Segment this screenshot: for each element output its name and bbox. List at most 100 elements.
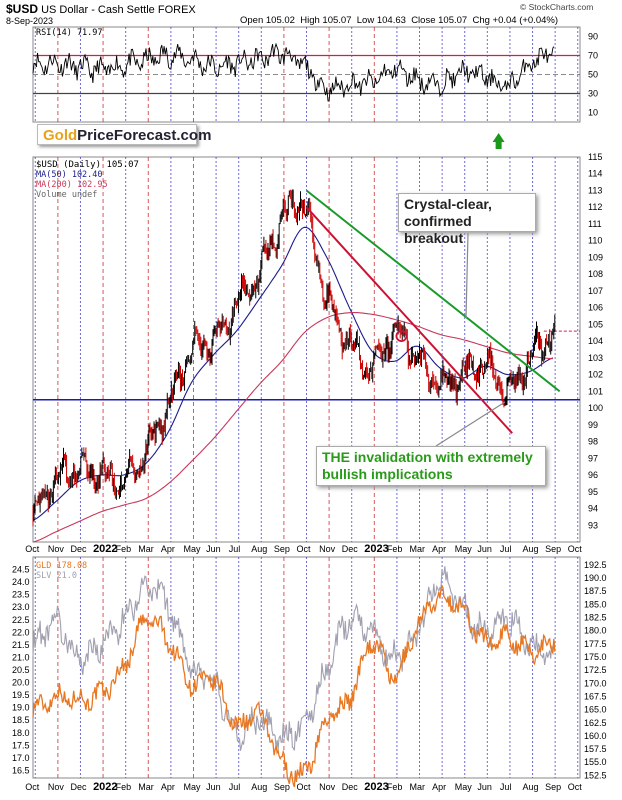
price-tick-label: 115 (588, 152, 602, 162)
slv-tick-label: 19.5 (12, 690, 30, 700)
gld-tick-label: 182.5 (584, 613, 607, 623)
price-x-tick-label: Apr (161, 544, 175, 554)
high-label: High (300, 15, 320, 26)
price-x-tick-label: Nov (48, 544, 65, 554)
rsi-tick-label: 30 (588, 89, 598, 99)
close-label: Close (411, 15, 436, 26)
ma50-legend: MA(50) 102.40 (36, 170, 103, 180)
metals-x-tick-label: Mar (410, 782, 426, 792)
price-legend: $USD (Daily) 105.07 MA(50) 102.40 MA(200… (36, 160, 139, 200)
gld-tick-label: 170.0 (584, 678, 607, 688)
metals-x-tick-label: Nov (319, 782, 336, 792)
red-trendline (305, 206, 513, 434)
metals-x-tick-label: May (183, 782, 201, 792)
gld-tick-label: 192.5 (584, 560, 607, 570)
open-label: Open (240, 15, 264, 26)
price-tick-label: 103 (588, 353, 603, 363)
gld-tick-label: 187.5 (584, 586, 607, 596)
gld-tick-label: 172.5 (584, 665, 607, 675)
price-tick-label: 99 (588, 420, 598, 430)
low-label: Low (356, 15, 375, 26)
metals-x-tick-label: Feb (116, 782, 132, 792)
price-tick-label: 105 (588, 319, 603, 329)
rsi-tick-label: 70 (588, 51, 598, 61)
slv-line (32, 566, 556, 751)
gld-tick-label: 180.0 (584, 626, 607, 636)
price-x-tick-label: Dec (70, 544, 87, 554)
invalidation-line1: THE invalidation with extremely (322, 449, 533, 465)
ma200-line (32, 311, 553, 543)
price-x-tick-label: 2022 (93, 543, 117, 555)
gld-tick-label: 190.0 (584, 573, 607, 583)
slv-tick-label: 22.0 (12, 627, 30, 637)
metals-legend: GLD 178.08 SLV 21.0 (36, 561, 87, 581)
price-x-tick-label: Aug (523, 544, 539, 554)
price-tick-label: 112 (588, 202, 602, 212)
gld-legend: GLD 178.08 (36, 561, 88, 571)
ohlc-readout: Open 105.02 High 105.07 Low 104.63 Close… (240, 15, 558, 26)
metals-x-tick-label: Dec (342, 782, 359, 792)
chart-date: 8-Sep-2023 (6, 16, 54, 26)
low-value: 104.63 (376, 15, 406, 26)
gld-tick-label: 167.5 (584, 691, 607, 701)
slv-tick-label: 20.5 (12, 665, 30, 675)
metals-x-tick-label: Aug (523, 782, 539, 792)
copyright: © StockCharts.com (520, 2, 594, 12)
gld-tick-label: 155.0 (584, 757, 607, 767)
exchange-name: FOREX (157, 4, 196, 16)
gld-tick-label: 175.0 (584, 652, 607, 662)
rsi-legend: RSI(14) 71.97 (36, 28, 103, 38)
price-x-tick-label: Oct (568, 544, 583, 554)
price-tick-label: 106 (588, 303, 603, 313)
price-legend-title: $USD (Daily) 105.07 (36, 160, 139, 170)
breakout-line1: Crystal-clear, (404, 196, 492, 212)
price-x-tick-label: Dec (342, 544, 359, 554)
metals-x-tick-label: Apr (432, 782, 446, 792)
invalidation-line2: bullish implications (322, 466, 453, 482)
metals-x-tick-label: Apr (161, 782, 175, 792)
slv-legend: SLV 21.0 (36, 571, 77, 581)
goldpriceforecast-watermark: GoldPriceForecast.com (37, 124, 211, 145)
metals-x-tick-label: Dec (70, 782, 87, 792)
price-x-tick-label: Mar (138, 544, 154, 554)
rsi-tick-label: 50 (588, 70, 598, 80)
slv-tick-label: 20.0 (12, 678, 30, 688)
price-tick-label: 100 (588, 403, 603, 413)
price-tick-label: 114 (588, 169, 602, 179)
metals-x-tick-label: May (455, 782, 473, 792)
slv-tick-label: 23.0 (12, 602, 30, 612)
metals-x-tick-label: Jul (229, 782, 241, 792)
symbol: $USD (6, 2, 39, 16)
price-x-tick-label: Feb (387, 544, 403, 554)
price-x-tick-label: 2023 (364, 543, 388, 555)
price-x-tick-label: Sep (545, 544, 561, 554)
slv-tick-label: 24.0 (12, 577, 30, 587)
price-x-tick-label: Oct (297, 544, 312, 554)
price-x-tick-label: May (183, 544, 201, 554)
gld-tick-label: 152.5 (584, 770, 607, 780)
price-x-tick-label: May (455, 544, 473, 554)
close-value: 105.07 (438, 15, 468, 26)
price-tick-label: 113 (588, 185, 602, 195)
gld-tick-label: 165.0 (584, 705, 607, 715)
price-tick-label: 107 (588, 286, 603, 296)
rsi-tick-label: 90 (588, 32, 598, 42)
chart-title: $USD US Dollar - Cash Settle FOREX (6, 2, 196, 16)
invalidation-callout: THE invalidation with extremely bullish … (316, 446, 546, 486)
invalidation-pointer (435, 401, 506, 447)
open-value: 105.02 (265, 15, 295, 26)
breakout-line2: confirmed breakout (404, 213, 472, 246)
gld-tick-label: 157.5 (584, 744, 607, 754)
high-value: 105.07 (322, 15, 352, 26)
price-tick-label: 108 (588, 269, 603, 279)
price-tick-label: 102 (588, 370, 603, 380)
price-x-tick-label: Jul (229, 544, 241, 554)
price-x-tick-label: Jun (477, 544, 492, 554)
red-circle-marker (395, 330, 408, 343)
price-x-tick-label: Oct (25, 544, 40, 554)
metals-x-tick-label: Sep (545, 782, 561, 792)
rsi-legend-text: RSI(14) 71.97 (36, 28, 103, 38)
price-x-tick-label: Aug (251, 544, 267, 554)
metals-x-tick-label: Feb (387, 782, 403, 792)
